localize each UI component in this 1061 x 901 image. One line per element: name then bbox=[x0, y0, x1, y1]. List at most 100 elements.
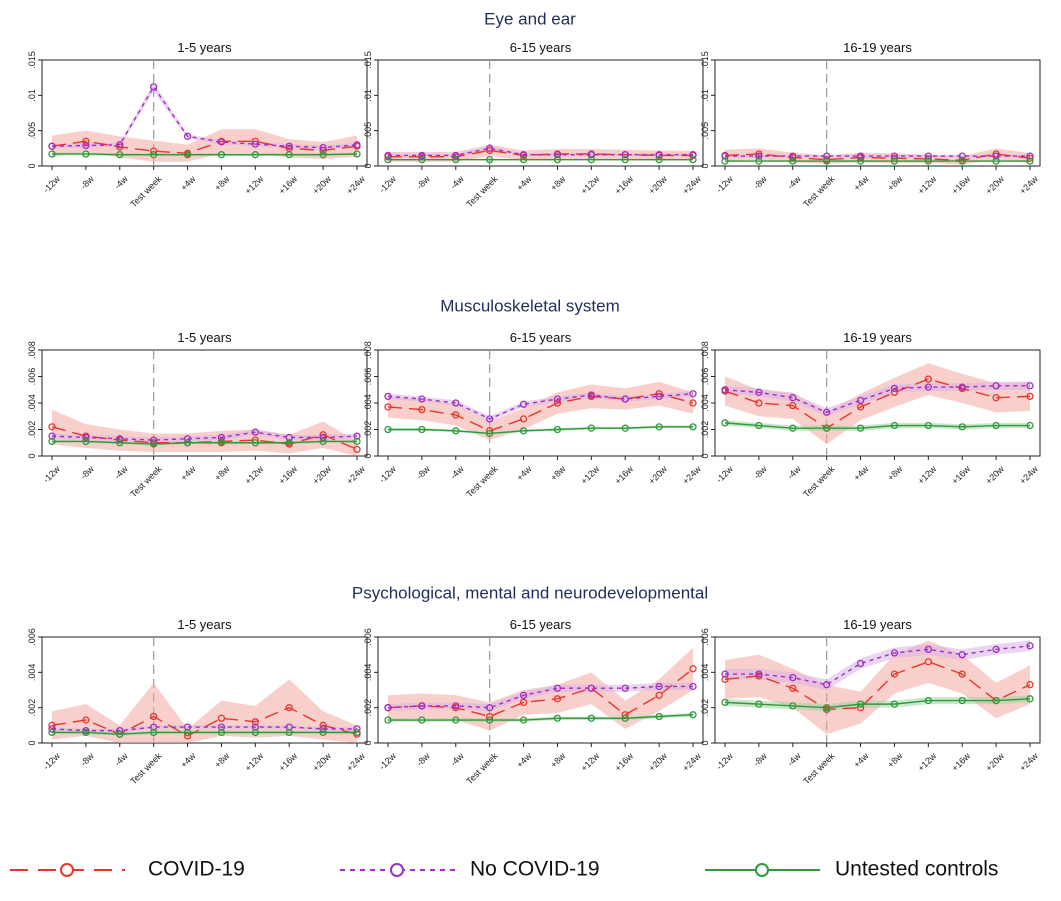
data-point-untested bbox=[924, 421, 932, 430]
plot-frame bbox=[714, 636, 1041, 744]
x-tick-label: +24w bbox=[344, 751, 367, 774]
y-tick-label: 0 bbox=[700, 453, 710, 458]
data-point-covid bbox=[655, 390, 663, 398]
data-point-no_covid bbox=[721, 386, 729, 394]
data-point-no_covid bbox=[150, 436, 158, 444]
data-point-no_covid bbox=[789, 152, 797, 160]
y-tick-label: .005 bbox=[363, 122, 373, 140]
panel-title: 16-19 years bbox=[843, 40, 912, 55]
data-point-untested bbox=[285, 151, 293, 159]
y-tick-label: .008 bbox=[27, 341, 37, 359]
data-point-no_covid bbox=[553, 395, 562, 403]
data-point-untested bbox=[655, 155, 663, 164]
data-point-untested bbox=[251, 151, 259, 159]
data-point-no_covid bbox=[992, 382, 1000, 390]
y-tick-label: .002 bbox=[700, 699, 710, 717]
data-point-no_covid bbox=[755, 388, 763, 397]
x-tick-label: +12w bbox=[916, 751, 939, 774]
x-tick-label: -8w bbox=[751, 464, 769, 482]
data-point-untested bbox=[116, 730, 124, 738]
data-point-no_covid bbox=[353, 141, 361, 149]
data-point-no_covid bbox=[217, 138, 226, 146]
x-tick-label: +24w bbox=[680, 751, 703, 774]
y-tick-label: 0 bbox=[27, 453, 37, 458]
data-point-untested bbox=[655, 423, 663, 431]
x-tick-label: +20w bbox=[311, 464, 334, 487]
data-point-untested bbox=[319, 437, 327, 446]
data-point-no_covid bbox=[992, 152, 1000, 160]
y-tick-label: .002 bbox=[363, 421, 373, 439]
x-tick-label: +4w bbox=[515, 464, 534, 483]
data-point-untested bbox=[789, 424, 797, 432]
y-tick-label: .01 bbox=[363, 89, 373, 102]
section-1: Musculoskeletal system 1-5 years 0 .002 .004… bbox=[27, 296, 1041, 499]
series-line-untested bbox=[724, 698, 1031, 709]
data-point-covid bbox=[116, 143, 124, 151]
legend-marker bbox=[390, 863, 404, 877]
panel-title: 1-5 years bbox=[177, 617, 232, 632]
data-point-no_covid bbox=[183, 723, 192, 731]
legend-marker bbox=[755, 863, 769, 877]
data-point-no_covid bbox=[587, 151, 595, 159]
data-point-no_covid bbox=[856, 659, 865, 668]
series-line-no_covid bbox=[51, 85, 358, 149]
legend-label: Untested controls bbox=[835, 858, 998, 881]
panel-title: 6-15 years bbox=[510, 40, 572, 55]
data-point-covid bbox=[519, 698, 528, 707]
data-point-no_covid bbox=[285, 433, 293, 442]
data-point-untested bbox=[48, 150, 56, 158]
y-tick-label: .006 bbox=[27, 628, 37, 646]
x-tick-label: +20w bbox=[647, 751, 670, 774]
data-point-untested bbox=[251, 728, 259, 737]
data-point-covid bbox=[689, 399, 697, 407]
data-point-no_covid bbox=[48, 142, 56, 150]
data-point-no_covid bbox=[755, 670, 763, 678]
x-tick-label: -12w bbox=[377, 174, 398, 195]
data-point-untested bbox=[823, 424, 831, 432]
data-point-covid bbox=[452, 411, 460, 419]
x-tick-label: +24w bbox=[1017, 464, 1040, 487]
y-tick-label: .006 bbox=[363, 628, 373, 646]
data-point-covid bbox=[48, 423, 56, 431]
data-point-covid bbox=[553, 695, 562, 703]
legend-item-covid: COVID-19 bbox=[10, 858, 245, 881]
x-tick-label: -4w bbox=[785, 751, 803, 769]
y-tick-label: 0 bbox=[700, 740, 710, 745]
series-line-untested bbox=[724, 422, 1030, 429]
data-point-untested bbox=[285, 728, 293, 737]
data-point-no_covid bbox=[992, 645, 1000, 654]
x-tick-label: +4w bbox=[179, 751, 198, 770]
ci-band-untested bbox=[725, 695, 1030, 712]
data-point-covid bbox=[384, 403, 392, 411]
data-point-no_covid bbox=[890, 649, 899, 657]
data-point-untested bbox=[353, 437, 361, 446]
x-tick-label: -4w bbox=[112, 751, 130, 769]
section-title: Psychological, mental and neurodevelopme… bbox=[352, 583, 708, 602]
x-tick-label: +20w bbox=[311, 174, 334, 197]
data-point-no_covid bbox=[823, 152, 831, 160]
y-tick-label: 0 bbox=[700, 163, 710, 168]
panel-title: 1-5 years bbox=[177, 40, 232, 55]
series-line-covid bbox=[387, 668, 694, 718]
y-tick-label: .002 bbox=[363, 699, 373, 717]
data-point-untested bbox=[183, 439, 192, 447]
data-point-untested bbox=[890, 421, 899, 430]
data-point-no_covid bbox=[116, 141, 124, 149]
data-point-untested bbox=[958, 157, 966, 165]
data-point-no_covid bbox=[958, 152, 966, 160]
data-point-no_covid bbox=[183, 132, 192, 140]
data-point-covid bbox=[519, 415, 528, 423]
data-point-no_covid bbox=[150, 723, 158, 731]
y-tick-label: .004 bbox=[700, 664, 710, 682]
legend-item-untested: Untested controls bbox=[705, 858, 998, 881]
data-point-untested bbox=[890, 157, 899, 165]
panel-title: 1-5 years bbox=[177, 330, 232, 345]
x-tick-label: +24w bbox=[344, 174, 367, 197]
panel-1-1: 6-15 years 0 .002 .004 .006 .008 -12w -8w -4wTes… bbox=[363, 330, 704, 499]
data-point-no_covid bbox=[285, 142, 293, 150]
data-point-untested bbox=[384, 155, 392, 164]
